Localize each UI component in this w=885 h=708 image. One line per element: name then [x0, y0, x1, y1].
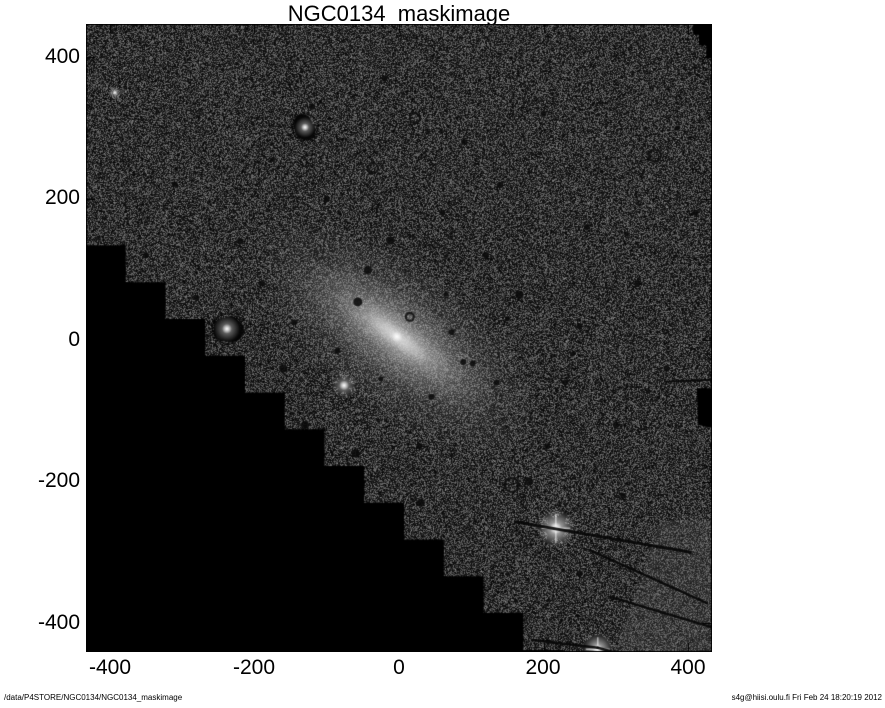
y-tick-label-0: 0 — [68, 328, 80, 351]
footer-user-timestamp: s4g@hiisi.oulu.fi Fri Feb 24 18:20:19 20… — [731, 693, 882, 702]
x-tick-label-neg200: -200 — [232, 656, 276, 679]
x-tick-label-200: 200 — [525, 656, 561, 679]
y-tick-label-200: 200 — [44, 186, 80, 209]
galaxy-mask-image — [86, 24, 712, 652]
y-tick-label-400: 400 — [44, 45, 80, 68]
x-tick-label-neg400: -400 — [88, 656, 132, 679]
footer-file-path: /data/P4STORE/NGC0134/NGC0134_maskimage — [4, 693, 183, 702]
y-tick-label-neg400: -400 — [37, 611, 80, 634]
y-tick-label-neg200: -200 — [37, 469, 80, 492]
x-tick-label-0: 0 — [393, 656, 405, 679]
plot-title: NGC0134_maskimage — [287, 1, 511, 26]
x-tick-label-400: 400 — [670, 656, 706, 679]
